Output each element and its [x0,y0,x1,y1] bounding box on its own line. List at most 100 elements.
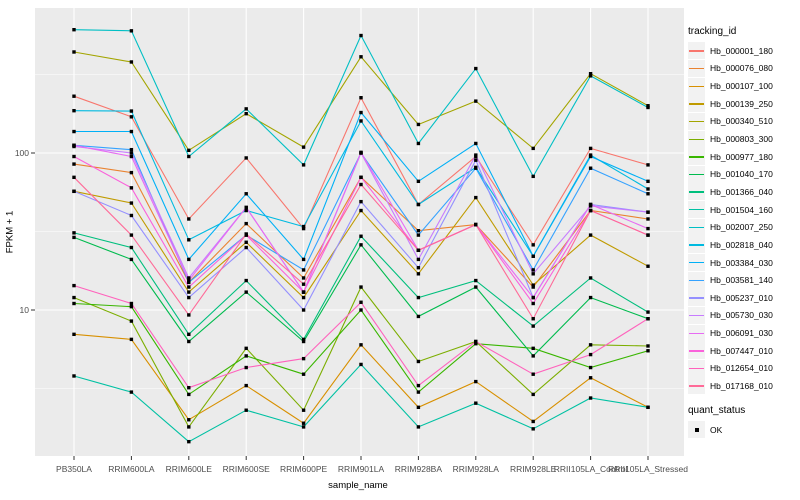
y-axis-title: FPKM + 1 [4,210,16,254]
plot-point [187,285,191,289]
legend-label: Hb_003581_140 [710,275,773,286]
plot-point [416,141,421,146]
legend-key-swatch [688,421,705,439]
plot-point [72,50,76,54]
plot-point [129,213,134,218]
plot-point [646,163,650,167]
plot-point [416,265,421,270]
x-tick-label-RRIM600LA: RRIM600LA [108,464,155,474]
plot-point [474,379,478,384]
legend-key-swatch [688,218,705,236]
plot-point [72,374,76,378]
series-color-line-icon [689,85,704,87]
plot-point [359,285,363,289]
plot-point [72,162,76,166]
plot-point [244,354,248,358]
legend-item-Hb_002818_040: Hb_002818_040 [688,236,798,254]
legend-label: Hb_000076_080 [710,63,773,74]
plot-point [359,234,363,238]
legend-label: Hb_001040_170 [710,169,773,180]
plot-point [301,268,306,272]
plot-point [359,199,363,204]
plot-point [531,372,535,376]
legend-key-swatch [688,377,705,395]
legend-item-Hb_005730_030: Hb_005730_030 [688,306,798,325]
plot-point [129,304,134,309]
plot-point [474,141,478,146]
legend-item-Hb_001040_170: Hb_001040_170 [688,165,798,183]
plot-point [588,376,593,380]
plot-point [72,129,76,134]
x-tick-label-RRIM928BA: RRIM928BA [394,464,443,474]
legend-item-Hb_007447_010: Hb_007447_010 [688,342,798,360]
series-color-line-icon [689,226,704,229]
plot-point [301,224,306,229]
plot-point [474,285,478,289]
legend-label: Hb_001504_160 [710,204,773,215]
plot-point [416,248,421,253]
plot-point [187,392,191,397]
plot-point [187,217,191,221]
plot-point [187,425,191,429]
plot-point [646,104,650,108]
plot-point [416,257,421,262]
plot-point [244,383,248,388]
plot-point [474,222,478,227]
plot-point [129,151,134,155]
series-color-line-icon [689,385,704,387]
series-color-line-icon [689,262,704,264]
plot-point [301,308,306,312]
plot-point [187,439,191,444]
legend-tracking-items: Hb_000001_180 Hb_000076_080 Hb_000107_100 H… [688,42,798,395]
x-tick-label-RRIM928LA: RRIM928LA [452,464,499,474]
plot-point [244,232,248,236]
plot-point [588,396,593,400]
legend-item-Hb_005237_010: Hb_005237_010 [688,289,798,307]
plot-point [474,99,478,103]
legend-item-Hb_001366_040: Hb_001366_040 [688,183,798,201]
legend: tracking_id Hb_000001_180 Hb_000076_080 Hb… [688,26,798,439]
plot-point [646,264,650,268]
plot-point [646,192,650,196]
plot-point [187,332,191,337]
plot-point [359,96,363,100]
plot-point [474,158,478,162]
legend-label: Hb_005730_030 [710,310,773,321]
plot-point [416,202,421,207]
plot-point [72,332,76,337]
plot-point [359,343,363,347]
legend-label: Hb_000340_510 [710,116,773,127]
series-color-line-icon [689,67,704,70]
plot-point [244,221,248,226]
plot-point [129,301,134,306]
plot-point [72,143,76,147]
plot-point [416,228,421,233]
plot-point [129,129,134,134]
x-tick-label-RRII105LA_Control: RRII105LA_Control [553,464,628,474]
plot-point [72,301,76,306]
plot-point [72,189,76,194]
plot-point [474,166,478,170]
plot-point [588,74,593,78]
plot-point [187,238,191,242]
series-color-line-icon [689,350,704,352]
plot-point [301,356,306,361]
legend-item-Hb_006091_030: Hb_006091_030 [688,324,798,342]
plot-point [416,314,421,319]
plot-point [474,401,478,405]
plot-point [531,354,535,358]
plot-point [416,122,421,127]
plot-point [187,339,191,344]
plot-point [531,317,535,321]
plot-point [646,226,650,231]
plot-point [301,425,306,429]
plot-point [531,283,535,287]
legend-label: Hb_000107_100 [710,81,773,92]
plot-point [359,182,363,187]
series-color-line-icon [689,314,704,317]
plot-point [187,148,191,153]
legend-item-Hb_003384_030: Hb_003384_030 [688,254,798,272]
plot-point [646,349,650,353]
plot-point [531,324,535,328]
legend-key-swatch [688,201,705,219]
